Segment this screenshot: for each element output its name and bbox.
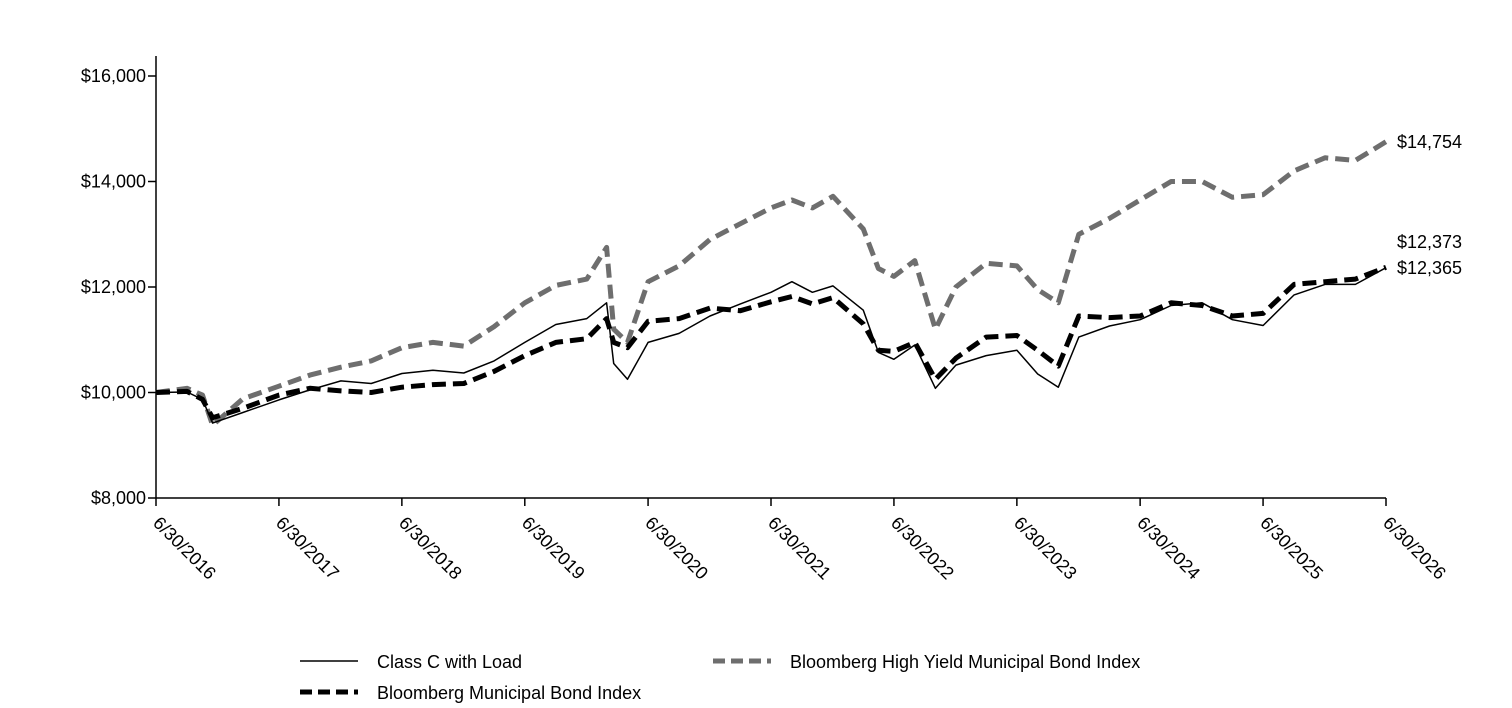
x-tick-label: 6/30/2026	[1379, 513, 1450, 584]
y-tick-label: $12,000	[81, 277, 146, 297]
legend-label-class-c: Class C with Load	[377, 652, 522, 672]
class-c-line	[155, 267, 1387, 424]
chart-axes	[148, 56, 1387, 506]
y-tick-label: $16,000	[81, 66, 146, 86]
legend-label-municipal: Bloomberg Municipal Bond Index	[377, 683, 641, 703]
series-lines	[155, 139, 1388, 428]
municipal-line	[155, 264, 1387, 421]
x-tick-label: 6/30/2017	[272, 513, 343, 584]
legend: Class C with Load Bloomberg Municipal Bo…	[300, 652, 1140, 703]
x-tick-label: 6/30/2016	[149, 513, 220, 584]
x-tick-label: 6/30/2024	[1133, 513, 1204, 584]
x-tick-label: 6/30/2025	[1256, 513, 1327, 584]
end-label-high-yield: $14,754	[1397, 132, 1462, 152]
high-yield-line	[155, 139, 1388, 428]
x-tick-label: 6/30/2020	[641, 513, 712, 584]
x-tick-label: 6/30/2023	[1010, 513, 1081, 584]
x-tick-label: 6/30/2021	[764, 513, 835, 584]
x-axis-tick-labels: 6/30/2016 6/30/2017 6/30/2018 6/30/2019 6/30…	[149, 513, 1450, 584]
y-tick-label: $8,000	[91, 488, 146, 508]
legend-label-high-yield: Bloomberg High Yield Municipal Bond Inde…	[790, 652, 1140, 672]
y-axis-tick-labels: $8,000 $10,000 $12,000 $14,000 $16,000	[81, 66, 146, 508]
y-tick-label: $14,000	[81, 172, 146, 192]
x-tick-label: 6/30/2019	[518, 513, 589, 584]
x-tick-label: 6/30/2018	[395, 513, 466, 584]
end-label-class-c: $12,365	[1397, 258, 1462, 278]
end-label-municipal: $12,373	[1397, 232, 1462, 252]
y-tick-label: $10,000	[81, 383, 146, 403]
series-end-labels: $14,754 $12,373 $12,365	[1397, 132, 1462, 278]
x-tick-label: 6/30/2022	[887, 513, 958, 584]
